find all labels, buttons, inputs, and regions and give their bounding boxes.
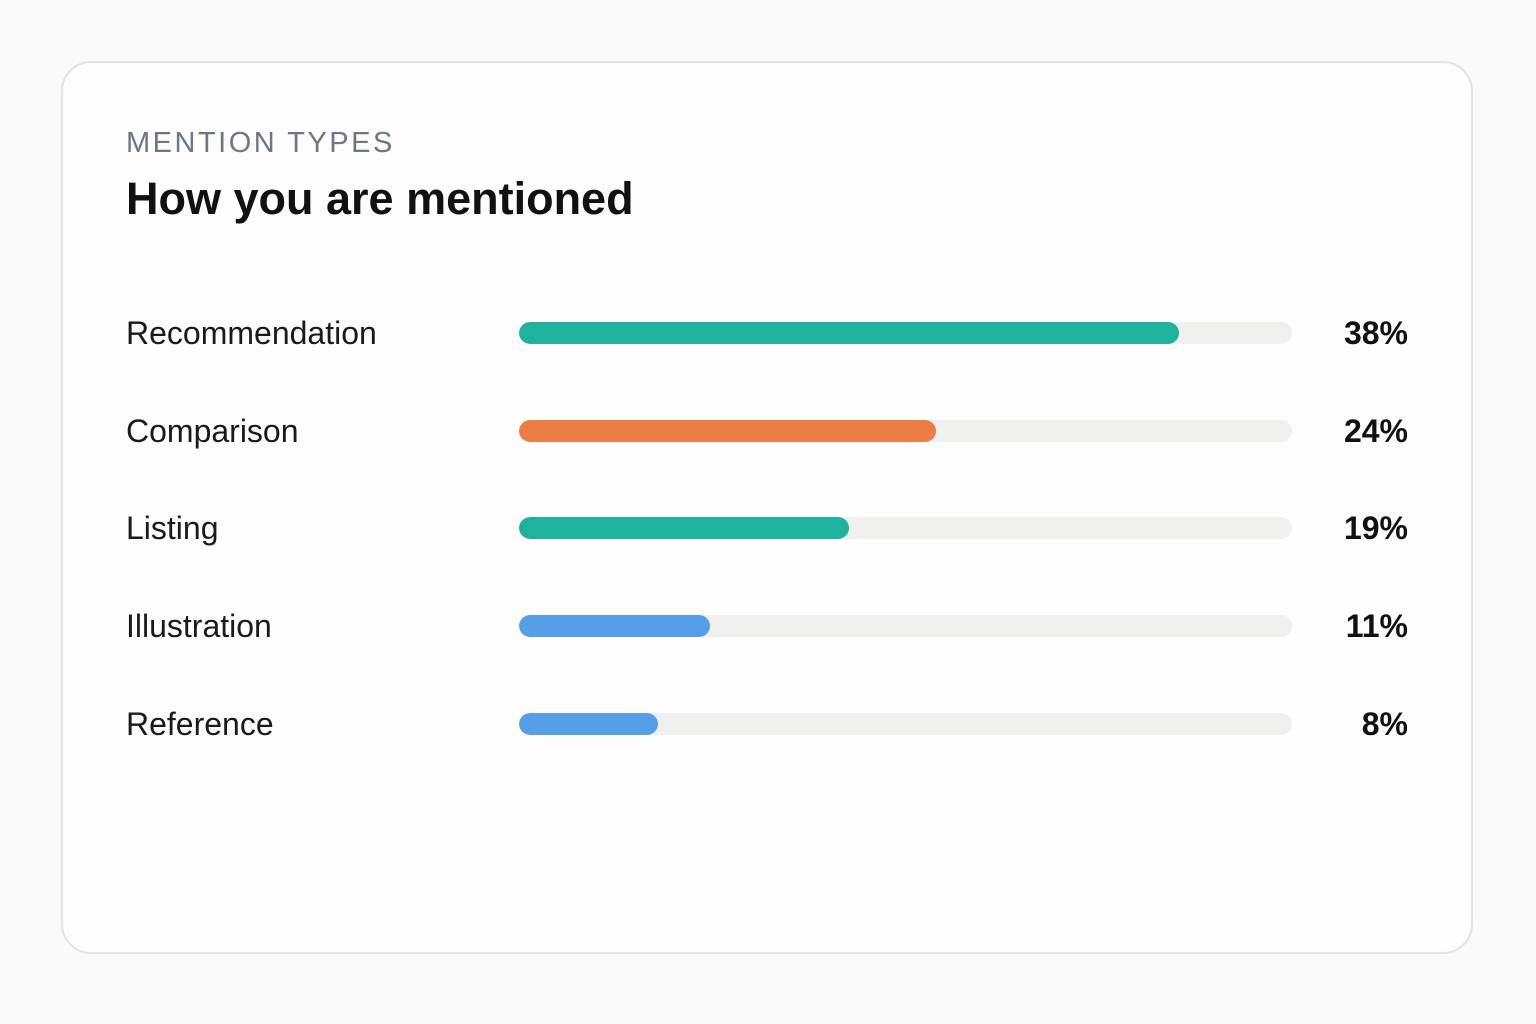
bar-fill-listing bbox=[519, 517, 849, 540]
bar-label-illustration: Illustration bbox=[126, 608, 272, 645]
bar-row-comparison: Comparison 24% bbox=[63, 406, 1471, 456]
bar-fill-comparison bbox=[519, 419, 936, 442]
bar-label-recommendation: Recommendation bbox=[126, 315, 377, 351]
card-title: How you are mentioned bbox=[126, 173, 634, 224]
bar-fill-recommendation bbox=[519, 322, 1179, 344]
bar-track-illustration bbox=[519, 615, 1292, 638]
bar-track-listing bbox=[519, 517, 1292, 540]
bar-label-reference: Reference bbox=[126, 705, 274, 742]
bar-row-reference: Reference 8% bbox=[63, 699, 1471, 749]
bar-row-listing: Listing 19% bbox=[63, 503, 1471, 553]
bar-value-illustration: 11% bbox=[1345, 608, 1408, 645]
bar-row-illustration: Illustration 11% bbox=[63, 601, 1471, 651]
section-eyebrow: MENTION TYPES bbox=[126, 127, 395, 159]
bar-fill-reference bbox=[519, 712, 658, 735]
bar-row-recommendation: Recommendation 38% bbox=[63, 308, 1471, 358]
bar-value-listing: 19% bbox=[1343, 510, 1408, 547]
bar-chart: Recommendation 38% Comparison 24% Listing 19%… bbox=[63, 63, 1471, 952]
bar-label-comparison: Comparison bbox=[126, 412, 299, 449]
bar-label-listing: Listing bbox=[126, 510, 219, 547]
bar-fill-illustration bbox=[519, 615, 710, 638]
bar-track-comparison bbox=[519, 419, 1292, 442]
bar-track-recommendation bbox=[519, 322, 1292, 344]
bar-value-recommendation: 38% bbox=[1343, 315, 1408, 351]
bar-value-reference: 8% bbox=[1361, 705, 1408, 742]
mention-types-card: MENTION TYPES How you are mentioned Reco… bbox=[61, 61, 1473, 954]
bar-value-comparison: 24% bbox=[1343, 412, 1408, 449]
bar-track-reference bbox=[519, 712, 1292, 735]
